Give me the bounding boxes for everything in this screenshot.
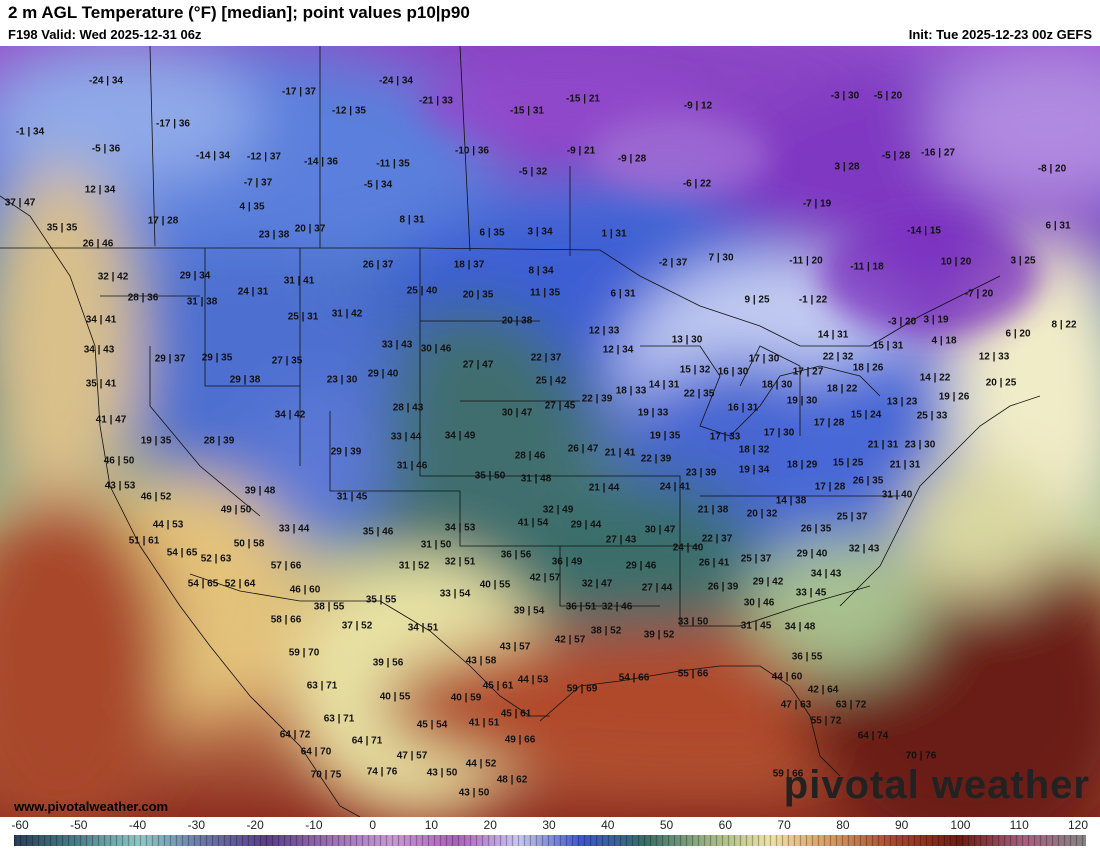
colorbar-tick-label: -10 xyxy=(305,818,322,832)
colorbar-tick-label: 90 xyxy=(895,818,908,832)
temperature-map xyxy=(0,46,1100,817)
colorbar-tick-label: -20 xyxy=(246,818,263,832)
colorbar-tick-label: -30 xyxy=(188,818,205,832)
colorbar-ticks: -60 -50 -40 -30 -20 -10 0 10 20 30 40 50 60 70 80 90 100… xyxy=(0,818,1100,834)
colorbar-tick-label: 70 xyxy=(777,818,790,832)
colorbar-tick-label: 110 xyxy=(1010,818,1029,832)
colorbar-tick-label: 60 xyxy=(719,818,732,832)
colorbar-tick-label: -50 xyxy=(70,818,87,832)
colorbar xyxy=(14,835,1086,846)
colorbar-tick-label: 10 xyxy=(425,818,438,832)
colorbar-tick-label: 50 xyxy=(660,818,673,832)
colorbar-tick-label: 20 xyxy=(484,818,497,832)
valid-time: F198 Valid: Wed 2025-12-31 06z xyxy=(8,27,201,42)
colorbar-tick-label: 100 xyxy=(950,818,970,832)
watermark-logo: pivotal weather xyxy=(784,763,1090,808)
colorbar-tick-label: 40 xyxy=(601,818,614,832)
colorbar-tick-label: 0 xyxy=(369,818,376,832)
colorbar-tick-label: 80 xyxy=(836,818,849,832)
colorbar-tick-label: -40 xyxy=(129,818,146,832)
colorbar-tick-label: 30 xyxy=(542,818,555,832)
colorbar-tick-label: 120 xyxy=(1068,818,1088,832)
init-time: Init: Tue 2025-12-23 00z GEFS xyxy=(909,27,1092,42)
colorbar-tick-label: -60 xyxy=(11,818,28,832)
site-url[interactable]: www.pivotalweather.com xyxy=(14,799,168,814)
temperature-field xyxy=(0,46,1100,817)
map-title: 2 m AGL Temperature (°F) [median]; point… xyxy=(8,3,470,23)
